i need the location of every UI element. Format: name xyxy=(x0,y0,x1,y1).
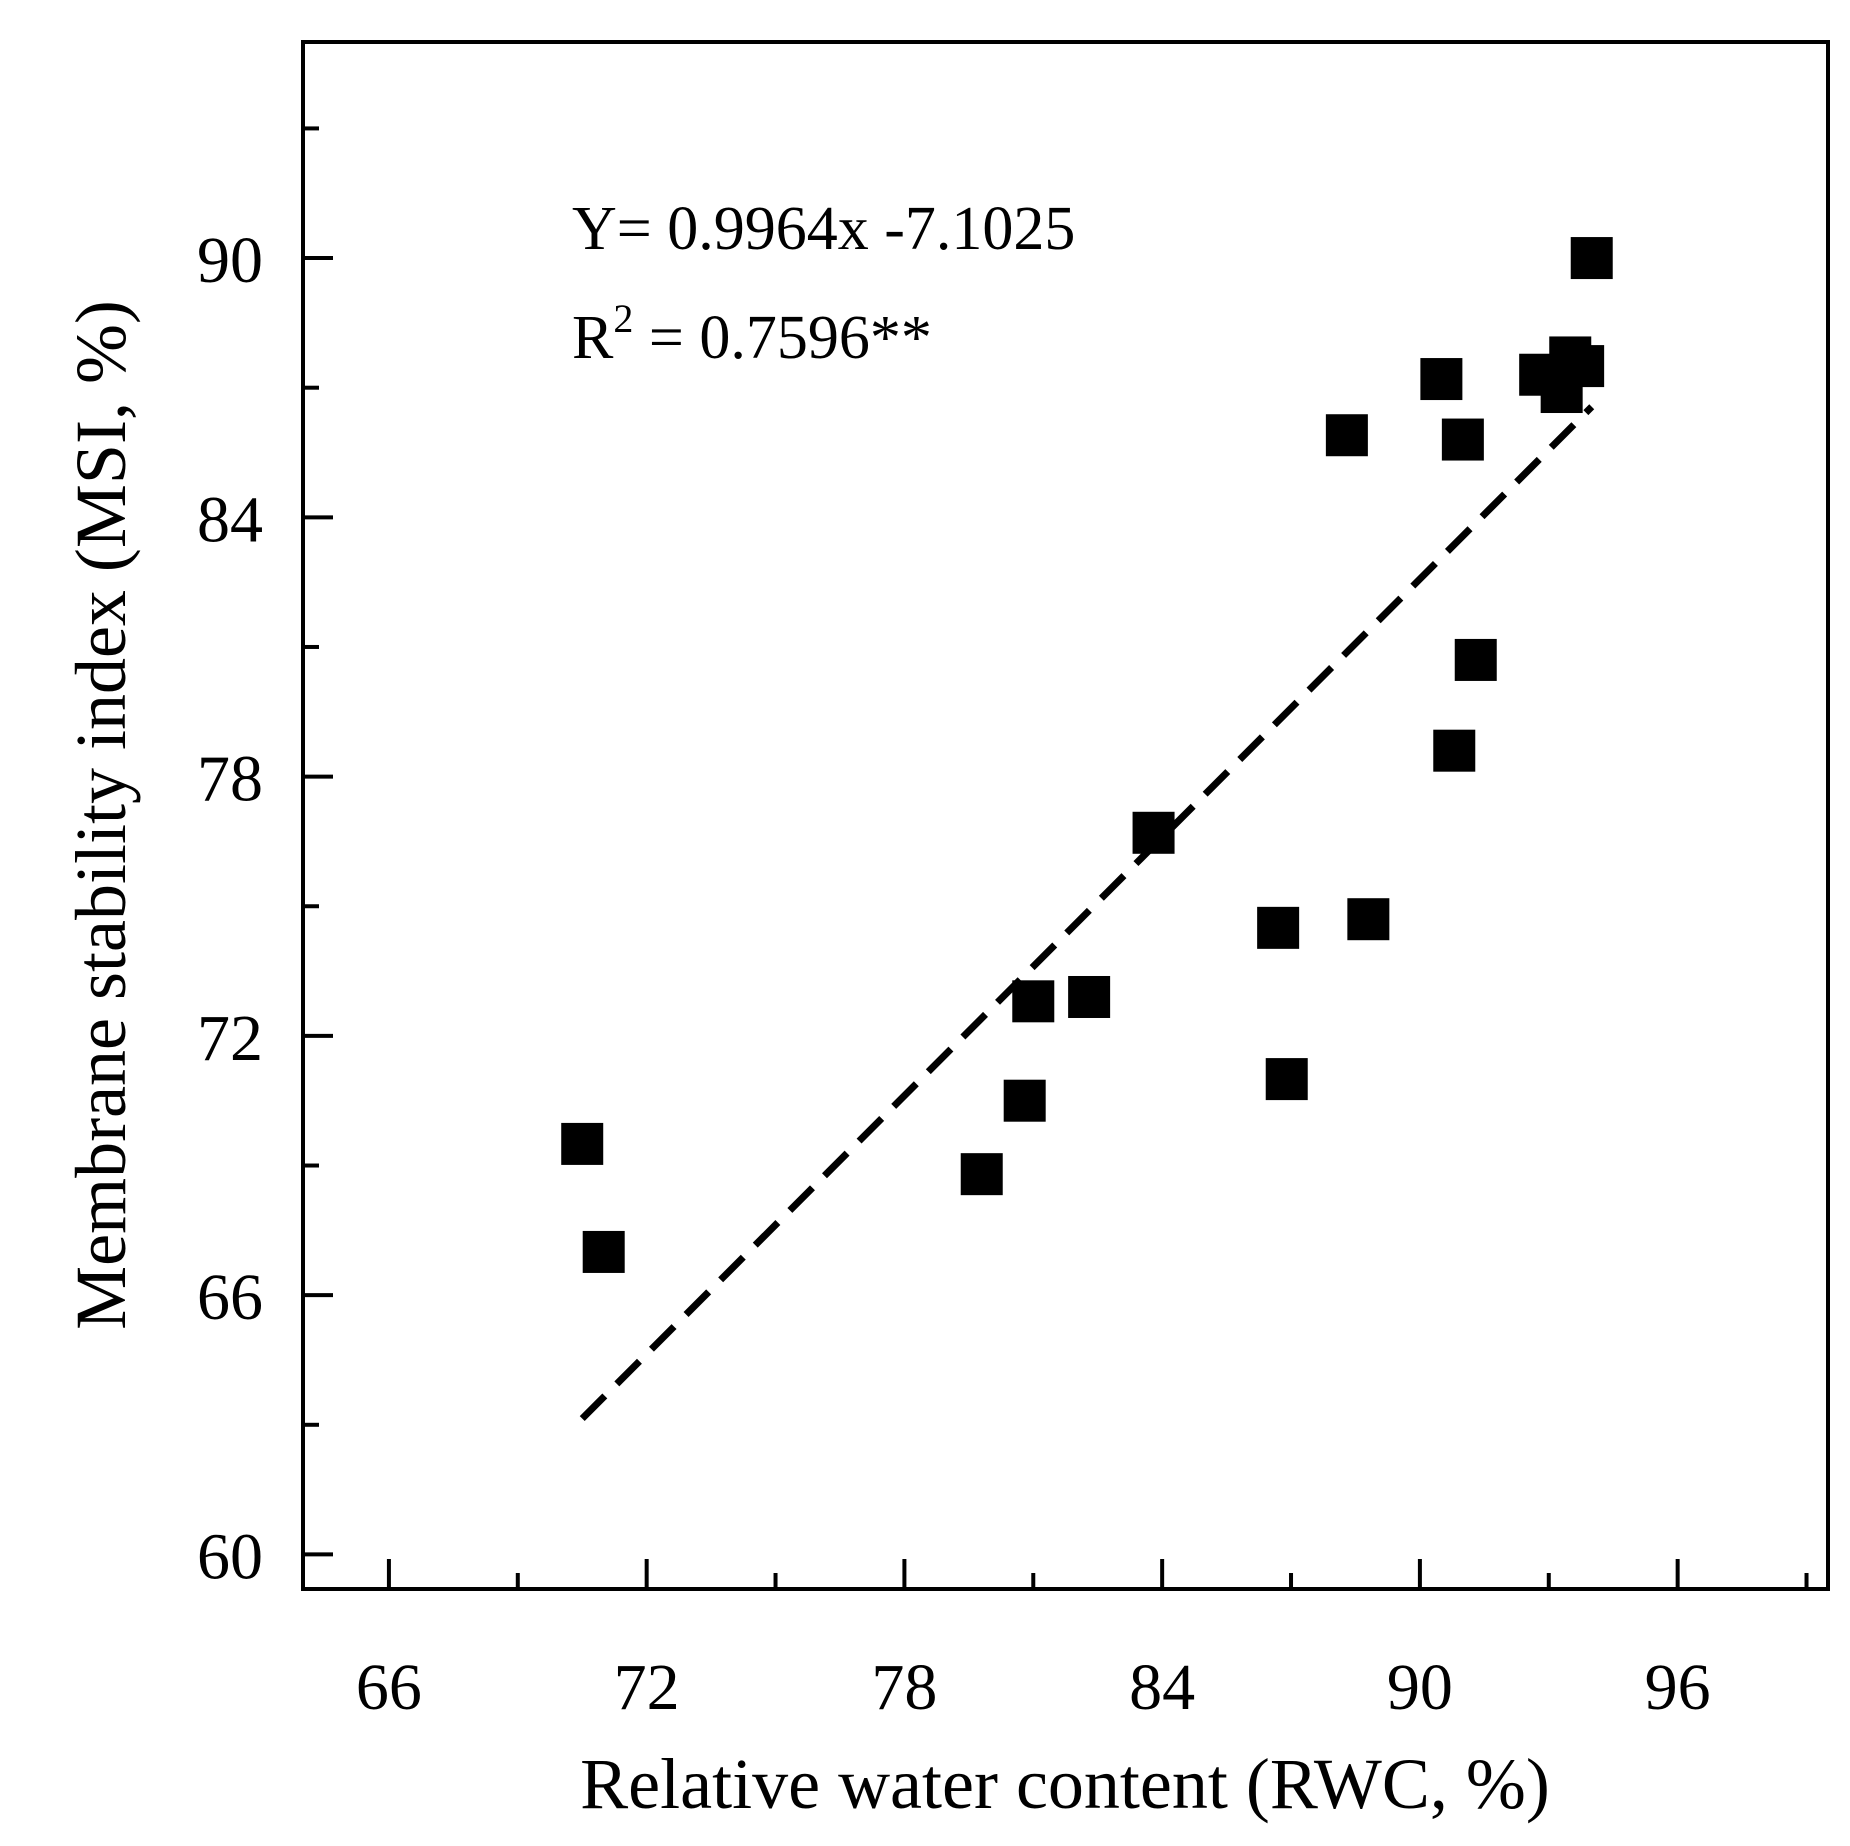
data-point xyxy=(1132,811,1175,854)
y-tick-label: 84 xyxy=(197,483,263,556)
axis-tick-labels: 66 72 78 84 90 96 60 66 72 78 84 90 xyxy=(197,224,1711,1724)
data-point xyxy=(960,1153,1003,1196)
regression-line-group xyxy=(579,404,1595,1422)
plot-frame xyxy=(301,40,1830,1591)
data-point xyxy=(1257,906,1300,949)
r-squared-label: R2 = 0.7596** xyxy=(572,296,932,372)
y-tick-label: 60 xyxy=(197,1520,263,1593)
data-point xyxy=(1265,1058,1308,1101)
data-point xyxy=(1068,975,1111,1018)
data-point xyxy=(1562,345,1605,388)
r-squared-exponent: 2 xyxy=(613,296,633,341)
data-point xyxy=(561,1122,604,1165)
data-point xyxy=(582,1230,625,1273)
y-tick-label: 78 xyxy=(197,743,263,816)
data-point xyxy=(1433,729,1476,772)
data-point xyxy=(1003,1079,1046,1122)
x-tick-label: 72 xyxy=(614,1651,680,1724)
data-point xyxy=(1347,898,1390,941)
r-squared-prefix: R xyxy=(572,304,614,372)
x-tick-label: 84 xyxy=(1129,1651,1195,1724)
regression-equation: Y= 0.9964x -7.1025 xyxy=(572,195,1075,263)
data-points xyxy=(561,237,1613,1273)
y-tick-label: 66 xyxy=(197,1261,263,1334)
data-point xyxy=(1012,980,1055,1023)
regression-line xyxy=(579,404,1595,1422)
data-point xyxy=(1325,414,1368,457)
axis-ticks xyxy=(303,126,1809,1589)
y-tick-label: 90 xyxy=(197,224,263,297)
x-tick-label: 90 xyxy=(1387,1651,1453,1724)
data-point xyxy=(1454,638,1497,681)
data-point xyxy=(1441,418,1484,461)
r-squared-value: = 0.7596** xyxy=(633,304,931,372)
data-point xyxy=(1420,358,1463,401)
data-point xyxy=(1570,237,1613,280)
x-tick-label: 78 xyxy=(871,1651,937,1724)
y-axis-title: Membrane stability index (MSI, %) xyxy=(61,300,141,1330)
x-tick-label: 66 xyxy=(356,1651,422,1724)
x-tick-label: 96 xyxy=(1645,1651,1711,1724)
x-axis-title: Relative water content (RWC, %) xyxy=(580,1744,1550,1824)
y-tick-label: 72 xyxy=(197,1002,263,1075)
